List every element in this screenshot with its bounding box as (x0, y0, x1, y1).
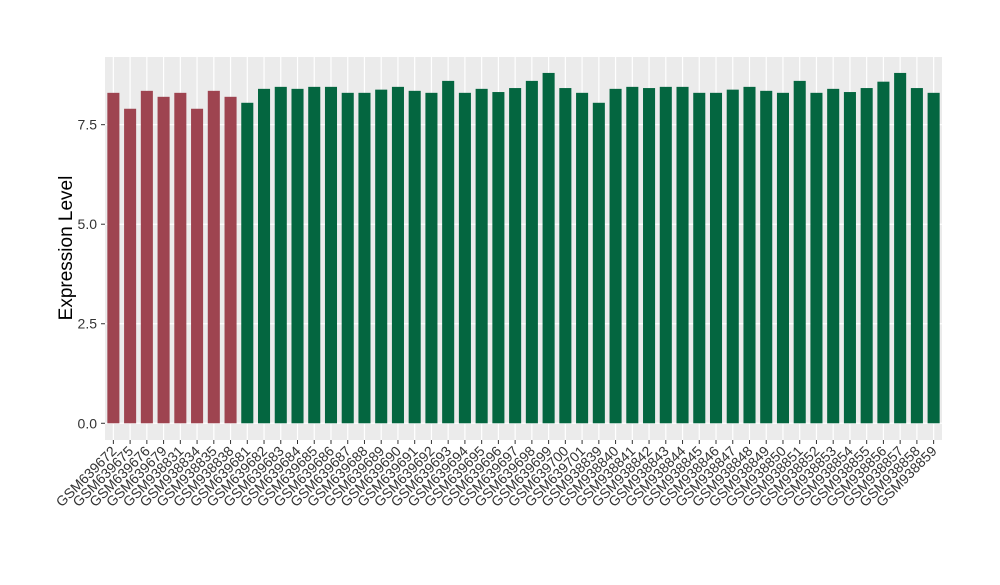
bar (810, 92, 823, 424)
bar (592, 102, 605, 424)
bar (743, 86, 756, 424)
bar (709, 92, 723, 424)
bar (191, 108, 204, 424)
bar (324, 86, 338, 424)
y-axis-label: Expression Level (56, 176, 77, 321)
bar (525, 80, 538, 424)
bar (207, 90, 220, 424)
bar (358, 92, 371, 424)
bar (659, 86, 672, 424)
bar (793, 80, 806, 424)
bar (241, 102, 254, 424)
bar (140, 90, 153, 424)
y-tick-label: 2.5 (78, 316, 98, 332)
y-tick-label: 5.0 (78, 216, 98, 232)
bar (174, 92, 187, 424)
bar (576, 92, 589, 424)
bar (760, 90, 773, 424)
bar (626, 86, 639, 424)
bar (274, 86, 287, 424)
bar (509, 88, 522, 424)
bar (877, 81, 890, 424)
bar (910, 88, 923, 424)
bar (124, 108, 137, 424)
bar (157, 96, 170, 424)
bar (258, 88, 271, 424)
bar (458, 92, 471, 424)
bar (860, 88, 873, 424)
bar (542, 72, 555, 424)
bar (308, 86, 321, 424)
bar (894, 72, 907, 424)
bar (492, 92, 505, 424)
bar (291, 88, 304, 424)
bar (559, 88, 572, 424)
y-tick-label: 0.0 (78, 415, 98, 431)
bar (827, 88, 840, 424)
bar (425, 92, 438, 424)
bar (643, 88, 656, 424)
bar (776, 92, 789, 424)
bar (843, 92, 856, 424)
bar (927, 92, 940, 424)
bar (408, 90, 421, 424)
bar (475, 88, 488, 424)
bar (391, 86, 404, 424)
y-tick-label: 7.5 (78, 117, 98, 133)
bar (726, 89, 739, 424)
bar (609, 88, 622, 424)
bar (224, 96, 237, 424)
bar (676, 86, 689, 424)
bar (107, 92, 120, 424)
bar (693, 92, 706, 424)
bar (375, 89, 388, 424)
bar (341, 92, 354, 424)
bar (442, 80, 455, 424)
